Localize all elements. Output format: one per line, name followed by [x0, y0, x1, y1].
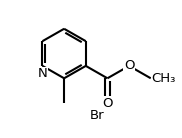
- Text: O: O: [102, 97, 113, 110]
- Text: O: O: [124, 59, 134, 72]
- Text: CH₃: CH₃: [151, 72, 176, 85]
- Text: Br: Br: [89, 109, 104, 122]
- Text: N: N: [38, 67, 47, 80]
